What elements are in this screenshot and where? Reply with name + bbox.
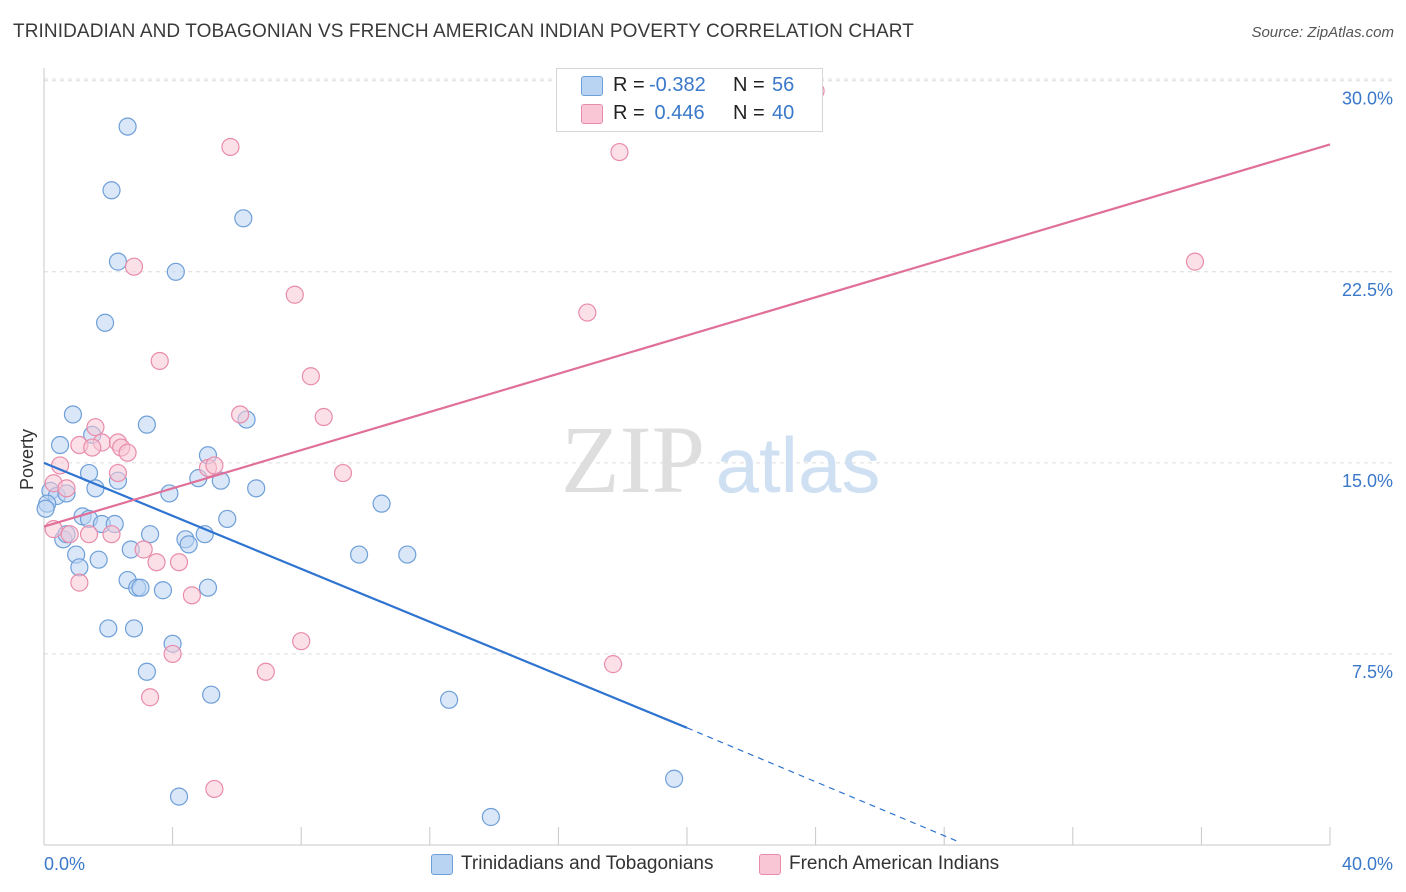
data-point bbox=[218, 509, 237, 529]
data-point bbox=[118, 117, 137, 136]
trendlines bbox=[43, 143, 1331, 844]
y-tick-label: 30.0% bbox=[1342, 89, 1393, 109]
data-point bbox=[124, 619, 144, 638]
data-point bbox=[234, 209, 253, 228]
data-point bbox=[247, 479, 266, 498]
legend-swatch-blue bbox=[581, 76, 603, 96]
y-tick-label: 7.5% bbox=[1352, 662, 1393, 682]
data-point bbox=[665, 769, 684, 788]
trendline-blue bbox=[43, 461, 688, 729]
source-label: Source: ZipAtlas.com bbox=[1251, 24, 1394, 41]
watermark-zip: ZIP bbox=[561, 406, 705, 513]
data-point bbox=[314, 407, 333, 427]
data-point bbox=[205, 456, 224, 475]
data-point bbox=[292, 632, 311, 651]
watermark-atlas: atlas bbox=[716, 421, 881, 509]
data-point bbox=[439, 690, 459, 709]
data-point bbox=[166, 262, 185, 281]
data-point bbox=[256, 662, 275, 681]
data-point bbox=[202, 685, 221, 704]
data-point bbox=[398, 545, 417, 564]
legend-r-label: R = bbox=[613, 102, 651, 124]
data-point bbox=[147, 553, 166, 572]
legend-n-label: N = bbox=[733, 74, 771, 96]
data-point bbox=[578, 303, 597, 322]
data-point bbox=[211, 471, 230, 490]
data-point bbox=[137, 662, 156, 681]
data-point bbox=[140, 688, 160, 707]
data-point bbox=[86, 418, 105, 437]
data-point bbox=[63, 405, 83, 424]
bottom-legend-label-pink: French American Indians bbox=[789, 853, 1000, 874]
legend-n-label: N = bbox=[733, 102, 771, 124]
data-point bbox=[95, 313, 115, 332]
legend-r-value: 0.446 bbox=[649, 102, 705, 124]
axes bbox=[43, 68, 1331, 846]
data-point bbox=[83, 438, 102, 457]
data-point bbox=[221, 137, 240, 157]
legend-swatch-pink bbox=[581, 104, 603, 124]
data-point bbox=[349, 545, 369, 564]
data-point bbox=[118, 443, 137, 462]
data-point bbox=[285, 285, 304, 304]
data-point bbox=[610, 142, 629, 162]
legend-r-value: -0.382 bbox=[649, 74, 706, 96]
trendline-pink bbox=[43, 143, 1331, 528]
chart-title: TRINIDADIAN AND TOBAGONIAN VS FRENCH AME… bbox=[13, 21, 914, 42]
legend-n-value: 40 bbox=[772, 102, 795, 124]
data-point bbox=[108, 252, 128, 271]
data-point bbox=[57, 479, 76, 498]
data-point bbox=[169, 553, 189, 572]
data-point bbox=[153, 581, 173, 600]
data-point bbox=[1185, 252, 1205, 271]
data-point bbox=[205, 779, 224, 799]
bottom-legend-swatch-pink bbox=[759, 854, 781, 875]
data-point bbox=[99, 619, 118, 638]
y-axis-label: Poverty bbox=[17, 428, 37, 490]
series-trinidadians-points bbox=[36, 117, 684, 827]
data-point bbox=[160, 484, 179, 503]
data-point bbox=[79, 525, 99, 544]
tick-labels: 7.5% 15.0% 22.5% 30.0% 0.0% 40.0% bbox=[44, 89, 1393, 874]
data-point bbox=[102, 525, 121, 544]
legend-n-value: 56 bbox=[772, 74, 795, 96]
data-point bbox=[140, 525, 160, 544]
grid bbox=[44, 78, 1392, 655]
data-point bbox=[137, 415, 156, 434]
data-point bbox=[169, 787, 189, 806]
data-point bbox=[182, 586, 201, 605]
data-point bbox=[603, 655, 623, 674]
data-point bbox=[163, 644, 182, 664]
data-point bbox=[70, 573, 89, 592]
data-point bbox=[372, 494, 391, 513]
data-point bbox=[124, 257, 144, 276]
data-point bbox=[333, 463, 353, 483]
data-point bbox=[179, 535, 198, 554]
x-tick-label: 40.0% bbox=[1342, 854, 1393, 874]
watermark: ZIP atlas bbox=[561, 406, 880, 513]
data-point bbox=[198, 578, 218, 597]
data-point bbox=[102, 181, 121, 200]
data-point bbox=[108, 463, 128, 483]
bottom-legend-swatch-blue bbox=[431, 854, 453, 875]
bottom-legend-label-blue: Trinidadians and Tobagonians bbox=[461, 853, 714, 874]
correlation-legend: R = -0.382 N = 56 R = 0.446 N = 40 bbox=[556, 68, 823, 132]
data-point bbox=[481, 807, 500, 827]
y-tick-label: 22.5% bbox=[1342, 280, 1393, 300]
data-point bbox=[70, 558, 89, 577]
data-point bbox=[50, 435, 70, 455]
data-point bbox=[301, 367, 320, 386]
data-point bbox=[231, 405, 250, 424]
data-point bbox=[150, 351, 169, 371]
x-tick-label: 0.0% bbox=[44, 854, 85, 874]
data-point bbox=[36, 499, 55, 518]
y-tick-label: 15.0% bbox=[1342, 471, 1393, 491]
data-point bbox=[134, 540, 153, 559]
legend-r-label: R = bbox=[613, 74, 651, 96]
trendline-blue-extension bbox=[686, 727, 961, 844]
data-point bbox=[131, 578, 150, 597]
data-point bbox=[60, 525, 79, 544]
data-point bbox=[89, 550, 108, 569]
